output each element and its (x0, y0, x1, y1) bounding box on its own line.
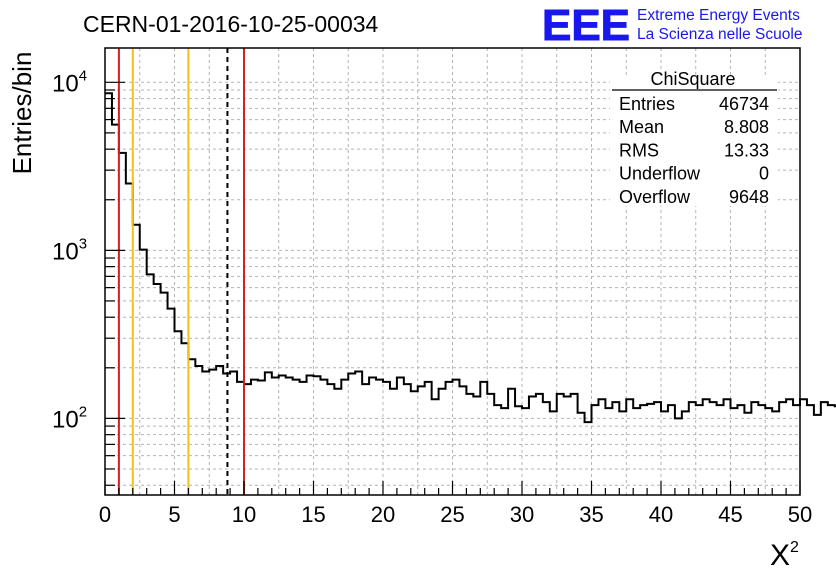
x-axis-label-sup: 2 (790, 539, 799, 556)
stats-label: Overflow (619, 187, 691, 207)
x-tick-label: 5 (168, 502, 180, 527)
stats-value: 13.33 (724, 140, 769, 160)
x-tick-label: 20 (371, 502, 395, 527)
stats-label: Mean (619, 117, 664, 137)
logo-line1: Extreme Energy Events (637, 7, 800, 24)
x-axis-label-base: X (770, 539, 790, 572)
logo-line2: La Scienza nelle Scuole (637, 26, 802, 43)
stats-label: Entries (619, 94, 675, 114)
stats-box: ChiSquare Entries 46734 Mean 8.808 RMS 13.33 U… (610, 69, 778, 207)
grid (105, 48, 800, 495)
y-tick-label: 104 (52, 67, 87, 97)
stats-rows: Entries 46734 Mean 8.808 RMS 13.33 Underflow 0 O… (619, 94, 769, 207)
marker-lines (117, 48, 245, 495)
stats-title: ChiSquare (650, 69, 735, 89)
y-axis-label: Entries/bin (7, 52, 37, 175)
stats-background (610, 78, 778, 206)
x-tick-label: 50 (788, 502, 812, 527)
eee-logo: EEE Extreme Energy Events La Scienza nel… (542, 1, 803, 51)
y-tick-label: 102 (52, 403, 87, 433)
x-tick-label: 35 (579, 502, 603, 527)
x-tick-label: 0 (99, 502, 111, 527)
stats-value: 8.808 (724, 117, 769, 137)
x-ticks: 0 5 10 15 20 25 30 35 40 45 50 (99, 481, 812, 527)
stats-label: RMS (619, 140, 659, 160)
y-ticks: 102 103 104 (52, 67, 125, 486)
chart-title: CERN-01-2016-10-25-00034 (83, 11, 379, 37)
y-tick-label: 103 (52, 235, 87, 265)
stats-value: 46734 (719, 94, 769, 114)
x-tick-label: 25 (440, 502, 464, 527)
x-tick-label: 30 (510, 502, 534, 527)
logo-mark: EEE (542, 1, 630, 50)
stats-label: Underflow (619, 164, 701, 184)
x-tick-label: 10 (232, 502, 256, 527)
x-tick-label: 40 (649, 502, 673, 527)
x-tick-label: 15 (301, 502, 325, 527)
x-tick-label: 45 (718, 502, 742, 527)
stats-value: 0 (759, 164, 769, 184)
x-axis-label: X2 (770, 539, 799, 572)
stats-value: 9648 (729, 187, 769, 207)
